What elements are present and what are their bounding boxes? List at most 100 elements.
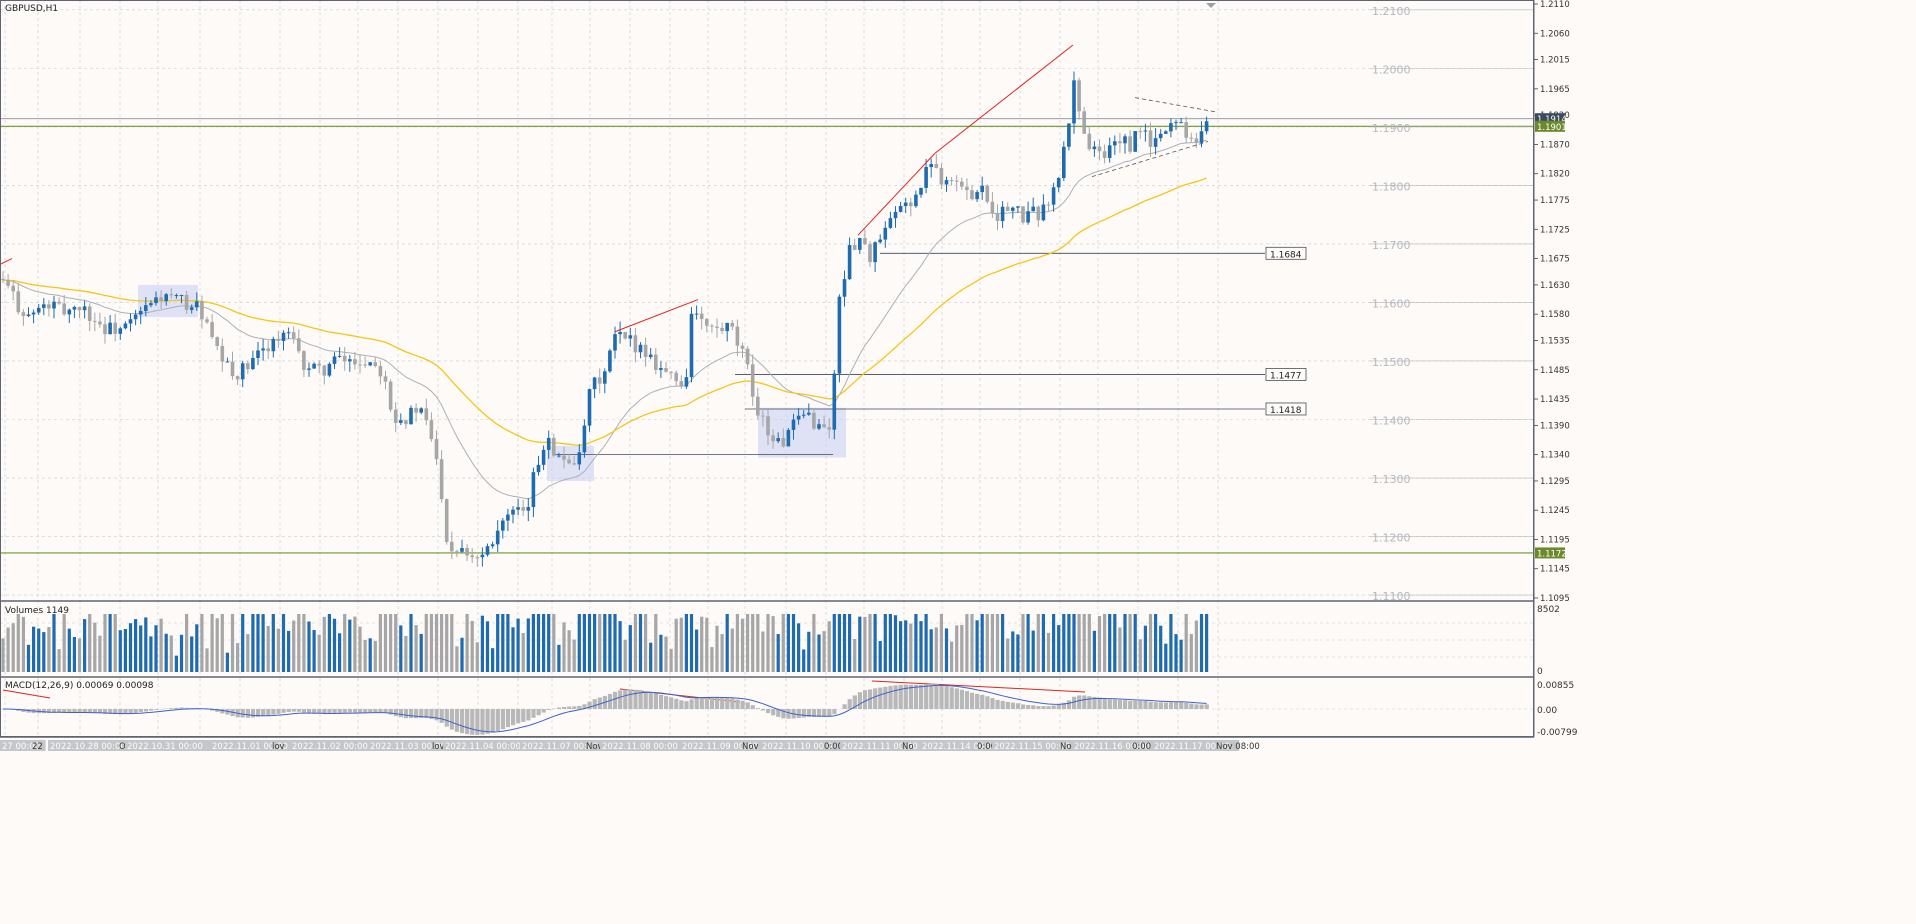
volume-bar xyxy=(848,614,852,672)
candle-body xyxy=(327,363,332,376)
time-tick-label: lov xyxy=(272,742,285,752)
macd-bar xyxy=(92,709,97,714)
macd-bar xyxy=(852,695,857,709)
candle-body xyxy=(1026,211,1030,223)
macd-bar xyxy=(347,709,352,713)
volume-bar xyxy=(1169,614,1173,672)
volume-bar xyxy=(429,614,433,672)
candle-body xyxy=(1067,123,1071,147)
macd-bar xyxy=(827,709,832,717)
price-tag-box xyxy=(1535,547,1565,559)
candle-body xyxy=(1133,131,1137,152)
volume-bar xyxy=(1103,614,1107,672)
macd-bar xyxy=(429,709,434,719)
volume-bar xyxy=(179,634,184,672)
volume-bar xyxy=(343,614,347,672)
volume-bar xyxy=(118,630,122,672)
macd-bar xyxy=(434,709,439,721)
price-level-label: 1.1900 xyxy=(1372,122,1411,135)
candle-body xyxy=(189,307,194,310)
macd-bar xyxy=(985,696,990,709)
candle-body xyxy=(434,439,439,460)
macd-bar xyxy=(521,709,526,722)
price-level-label: 1.1200 xyxy=(1372,532,1411,545)
candle-body xyxy=(368,362,372,366)
macd-bar xyxy=(62,709,67,713)
macd-bar xyxy=(842,704,847,709)
candle-body xyxy=(57,301,61,304)
macd-bar xyxy=(307,709,312,714)
volume-bar xyxy=(664,636,668,672)
candle-body xyxy=(286,332,291,334)
candle-body xyxy=(1189,137,1194,139)
macd-bar xyxy=(929,683,934,709)
volume-bar xyxy=(904,620,908,672)
volume-axis-min: 0 xyxy=(1537,667,1543,677)
candle-body xyxy=(144,305,148,311)
macd-bar xyxy=(531,709,536,718)
macd-bar xyxy=(480,709,485,735)
macd-bar xyxy=(296,709,301,712)
volume-bar xyxy=(700,616,704,672)
volume-bar xyxy=(649,642,653,672)
volume-bar xyxy=(593,614,597,672)
macd-bar xyxy=(715,697,720,709)
candle-body xyxy=(444,499,449,542)
axis-tick-label: 1.2060 xyxy=(1540,29,1570,39)
candle-body xyxy=(521,507,525,511)
volume-bar xyxy=(613,614,617,672)
horizontal-levels xyxy=(0,118,1534,554)
candle-body xyxy=(914,194,918,207)
candle-body xyxy=(490,544,495,547)
macd-bar xyxy=(286,709,291,713)
volume-bar xyxy=(1113,614,1117,672)
candle-body xyxy=(1113,141,1117,146)
candle-body xyxy=(740,345,745,349)
macd-bar xyxy=(103,709,108,714)
candle-body xyxy=(302,351,306,370)
volume-bar xyxy=(394,614,398,672)
macd-bar xyxy=(1072,696,1077,709)
volume-bar xyxy=(965,614,969,672)
volume-bar xyxy=(684,614,688,672)
time-tick-label: 2022.11.14 00:00 xyxy=(922,742,998,752)
macd-bar xyxy=(536,709,541,716)
volume-bar xyxy=(287,630,291,672)
macd-bar xyxy=(873,688,878,709)
candles xyxy=(1,71,1209,567)
candle-body xyxy=(980,185,984,193)
candle-body xyxy=(924,167,928,188)
macd-bar xyxy=(184,707,189,709)
time-label-bg xyxy=(210,740,298,751)
candle-body xyxy=(1016,206,1020,208)
macd-bar xyxy=(658,694,664,709)
macd-bar xyxy=(516,709,521,724)
volume-bar xyxy=(516,618,520,672)
volume-bar xyxy=(934,627,938,672)
candle-body xyxy=(1031,206,1035,212)
macd-bar xyxy=(832,709,837,715)
volume-bar xyxy=(220,614,224,672)
candle-body xyxy=(730,322,735,327)
volume-bar xyxy=(659,634,663,672)
candle-body xyxy=(388,381,393,410)
candle-body xyxy=(220,345,225,362)
candle-body xyxy=(827,427,831,430)
macd-bar xyxy=(857,692,862,709)
volume-bar xyxy=(1128,614,1132,672)
macd-bar xyxy=(1123,700,1128,709)
time-tick-label: 0:00 xyxy=(1132,742,1151,752)
candle-body xyxy=(1128,136,1132,152)
volume-bar xyxy=(914,614,918,672)
macd-bar xyxy=(1041,706,1046,709)
shift-marker-icon[interactable] xyxy=(1206,3,1216,8)
candle-body xyxy=(766,416,770,436)
candle-body xyxy=(883,227,888,240)
candle-body xyxy=(837,296,842,374)
macd-bar xyxy=(301,709,307,713)
volume-bar xyxy=(873,614,877,672)
macd-divergence-line xyxy=(2,689,51,699)
volume-bar xyxy=(200,614,204,672)
candle-body xyxy=(1011,207,1015,211)
volume-bar xyxy=(434,614,439,672)
